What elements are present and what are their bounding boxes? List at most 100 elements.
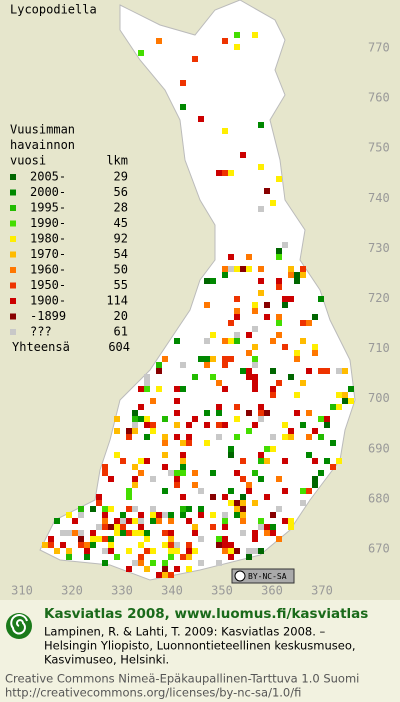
occurrence-square: [270, 434, 276, 440]
occurrence-square: [174, 542, 180, 548]
occurrence-square: [186, 518, 192, 524]
occurrence-square: [126, 428, 132, 434]
y-axis-label: 750: [368, 141, 390, 155]
occurrence-square: [144, 530, 150, 536]
occurrence-square: [324, 458, 330, 464]
occurrence-square: [180, 506, 186, 512]
occurrence-square: [198, 512, 204, 518]
occurrence-square: [312, 350, 318, 356]
occurrence-square: [288, 518, 294, 524]
occurrence-square: [132, 428, 138, 434]
occurrence-square: [228, 170, 234, 176]
occurrence-square: [300, 338, 306, 344]
occurrence-square: [234, 296, 240, 302]
occurrence-square: [180, 362, 186, 368]
y-axis-label: 720: [368, 291, 390, 305]
occurrence-square: [240, 476, 246, 482]
occurrence-square: [282, 488, 288, 494]
legend-swatch: [10, 189, 16, 196]
occurrence-square: [270, 368, 276, 374]
occurrence-square: [210, 278, 216, 284]
occurrence-square: [342, 368, 348, 374]
occurrence-square: [246, 374, 252, 380]
occurrence-square: [222, 266, 228, 272]
occurrence-square: [288, 266, 294, 272]
x-axis-label: 340: [161, 584, 183, 598]
y-axis-label: 680: [368, 491, 390, 505]
occurrence-square: [288, 296, 294, 302]
occurrence-square: [246, 482, 252, 488]
occurrence-square: [258, 266, 264, 272]
occurrence-square: [114, 524, 120, 530]
occurrence-square: [102, 512, 108, 518]
occurrence-square: [210, 524, 216, 530]
occurrence-square: [282, 458, 288, 464]
occurrence-square: [258, 548, 264, 554]
occurrence-square: [294, 392, 300, 398]
occurrence-square: [102, 464, 108, 470]
occurrence-square: [228, 548, 234, 554]
legend-swatch: [10, 329, 16, 335]
occurrence-square: [222, 128, 228, 134]
occurrence-square: [294, 356, 300, 362]
occurrence-square: [66, 548, 72, 554]
legend-label: -1899: [30, 309, 66, 323]
occurrence-square: [258, 206, 264, 212]
occurrence-square: [330, 404, 336, 410]
occurrence-square: [234, 512, 240, 518]
occurrence-square: [204, 362, 210, 368]
occurrence-square: [168, 518, 174, 524]
occurrence-square: [222, 170, 228, 176]
occurrence-square: [138, 458, 144, 464]
occurrence-square: [234, 548, 240, 554]
occurrence-square: [216, 170, 222, 176]
occurrence-square: [108, 476, 114, 482]
occurrence-square: [150, 548, 156, 554]
site-title: Kasviatlas 2008, www.luomus.fi/kasviatla…: [44, 606, 368, 622]
occurrence-square: [300, 488, 306, 494]
occurrence-square: [240, 368, 246, 374]
occurrence-square: [336, 404, 342, 410]
occurrence-square: [168, 554, 174, 560]
legend-count: 50: [114, 263, 128, 277]
occurrence-square: [138, 530, 144, 536]
occurrence-square: [162, 356, 168, 362]
occurrence-square: [336, 368, 342, 374]
occurrence-square: [168, 530, 174, 536]
occurrence-square: [144, 566, 150, 572]
occurrence-square: [168, 512, 174, 518]
occurrence-square: [234, 434, 240, 440]
occurrence-square: [138, 560, 144, 566]
occurrence-square: [330, 464, 336, 470]
occurrence-square: [180, 458, 186, 464]
occurrence-square: [144, 548, 150, 554]
legend-label: 1960-: [30, 263, 66, 277]
occurrence-square: [120, 524, 126, 530]
occurrence-square: [126, 566, 132, 572]
occurrence-square: [252, 422, 258, 428]
occurrence-square: [120, 512, 126, 518]
y-axis-label: 760: [368, 91, 390, 105]
occurrence-square: [234, 308, 240, 314]
occurrence-square: [54, 518, 60, 524]
occurrence-square: [102, 518, 108, 524]
occurrence-square: [282, 242, 288, 248]
occurrence-square: [84, 548, 90, 554]
legend-swatch: [10, 298, 16, 304]
occurrence-square: [306, 368, 312, 374]
occurrence-square: [312, 428, 318, 434]
occurrence-square: [204, 440, 210, 446]
occurrence-square: [306, 320, 312, 326]
occurrence-square: [312, 314, 318, 320]
occurrence-square: [222, 548, 228, 554]
legend-swatch: [10, 313, 16, 320]
occurrence-square: [234, 404, 240, 410]
occurrence-square: [138, 50, 144, 56]
occurrence-square: [228, 446, 234, 452]
occurrence-square: [96, 494, 102, 500]
legend-label: 1990-: [30, 216, 66, 230]
legend-swatch: [10, 282, 16, 289]
occurrence-square: [132, 506, 138, 512]
occurrence-square: [60, 530, 66, 536]
